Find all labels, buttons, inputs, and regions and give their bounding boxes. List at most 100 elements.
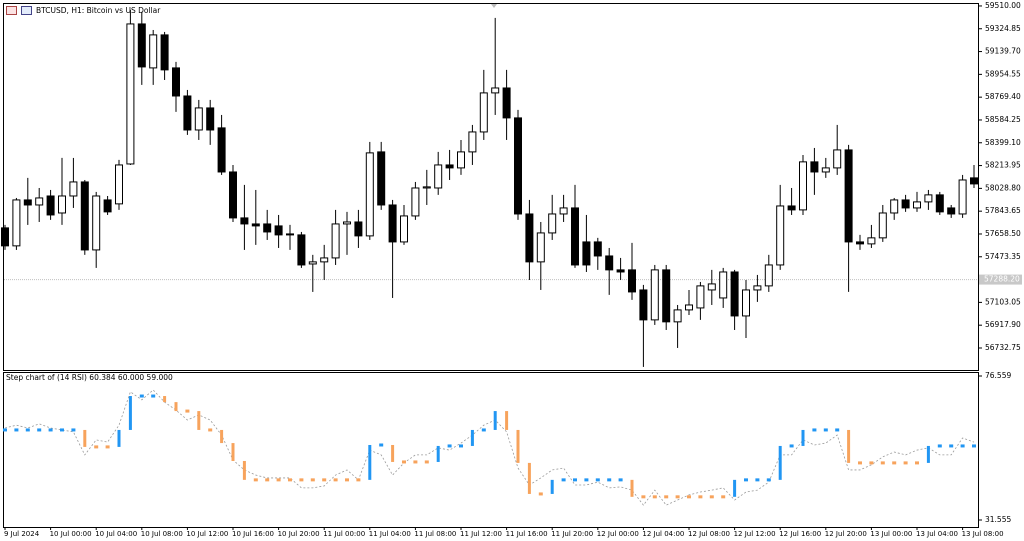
step-jump (733, 479, 737, 497)
candle-body (377, 151, 386, 206)
candle-body (263, 223, 272, 233)
indicator-pane-frame (3, 372, 979, 528)
step-level (253, 478, 258, 482)
candle-body (172, 67, 180, 97)
candle-body (958, 179, 967, 215)
candle-body (605, 255, 614, 271)
candle-body (924, 194, 933, 203)
candle-body (320, 257, 329, 263)
step-level (94, 445, 99, 449)
step-level (333, 478, 338, 482)
step-jump (163, 396, 167, 403)
y-tick-label: 58028.80 (985, 183, 1021, 192)
x-tick-label: 10 Jul 04:00 (95, 530, 137, 538)
step-level (641, 495, 646, 499)
candle-body (229, 171, 237, 219)
candle-body (240, 217, 249, 225)
candle-body (126, 23, 135, 165)
step-jump (847, 429, 851, 463)
candle-body (901, 199, 910, 209)
step-jump (801, 429, 805, 446)
step-level (356, 478, 361, 482)
step-jump (391, 444, 395, 462)
step-level (310, 478, 315, 482)
step-level (265, 478, 270, 482)
step-level (880, 461, 885, 465)
icon[interactable] (6, 6, 17, 15)
x-tick-label: 10 Jul 00:00 (50, 530, 92, 538)
step-jump (516, 429, 520, 463)
x-tick-label: 11 Jul 08:00 (414, 530, 456, 538)
candle-body (582, 241, 591, 266)
step-level (37, 428, 42, 432)
y-tick-label: 58954.55 (985, 69, 1021, 78)
x-tick-label: 10 Jul 20:00 (278, 530, 320, 538)
candle-body (650, 269, 659, 321)
rsi-line (4, 389, 975, 506)
step-jump (778, 445, 782, 480)
step-jump (174, 402, 178, 412)
candle-body (251, 223, 260, 227)
y-tick-label: 57658.50 (985, 229, 1021, 238)
candle-body (947, 207, 956, 215)
symbol-icons[interactable] (6, 6, 32, 15)
x-tick-label: 9 Jul 2024 (4, 530, 40, 538)
candle-body (331, 223, 340, 259)
candle-body (69, 181, 78, 197)
x-tick-label: 13 Jul 08:00 (962, 530, 1004, 538)
step-jump (527, 462, 531, 494)
x-tick-label: 12 Jul 04:00 (642, 530, 684, 538)
step-level (709, 495, 714, 499)
candle-body (719, 271, 728, 299)
candle-body (685, 304, 693, 311)
candle-body (833, 149, 842, 169)
candle-body (422, 186, 431, 189)
candle-body (593, 241, 602, 257)
step-level (664, 495, 669, 499)
step-jump (117, 429, 121, 447)
candle-body (970, 177, 978, 185)
candle-body (297, 234, 306, 266)
y-tick-label: 58399.10 (985, 138, 1021, 147)
x-tick-label: 12 Jul 12:00 (734, 530, 776, 538)
step-jump (128, 396, 132, 430)
candle-body (491, 87, 500, 94)
candle-body (137, 23, 146, 68)
x-tick-label: 12 Jul 20:00 (825, 530, 867, 538)
candle-body (183, 95, 192, 131)
step-level (151, 394, 156, 398)
step-level (573, 478, 577, 482)
step-level (858, 461, 862, 465)
y-tick-label: 58584.25 (985, 115, 1021, 124)
candle-body (673, 309, 682, 323)
x-tick-label: 11 Jul 04:00 (369, 530, 411, 538)
candle-body (354, 221, 363, 237)
step-level (208, 428, 213, 432)
step-level (903, 461, 908, 465)
step-jump (242, 460, 246, 480)
step-level (105, 445, 110, 449)
x-tick-label: 13 Jul 04:00 (916, 530, 958, 538)
candle-body (160, 34, 169, 71)
step-level (413, 460, 418, 464)
candle-body (308, 261, 317, 265)
candle-body (662, 269, 671, 323)
x-tick-label: 10 Jul 16:00 (232, 530, 274, 538)
x-tick-label: 11 Jul 00:00 (323, 530, 365, 538)
step-jump (197, 411, 201, 430)
icon[interactable] (21, 6, 32, 15)
candle-body (536, 232, 545, 263)
candle-body (867, 237, 876, 245)
candle-body (696, 285, 705, 309)
candle-body (707, 283, 716, 291)
candle-body (149, 34, 158, 69)
step-level (561, 478, 566, 482)
step-jump (493, 411, 497, 430)
candle-body (12, 199, 21, 247)
candle-body (80, 181, 89, 251)
step-level (424, 460, 429, 464)
step-level (812, 428, 817, 432)
candle-body (913, 201, 921, 209)
y-tick-label: 57103.05 (985, 297, 1021, 306)
